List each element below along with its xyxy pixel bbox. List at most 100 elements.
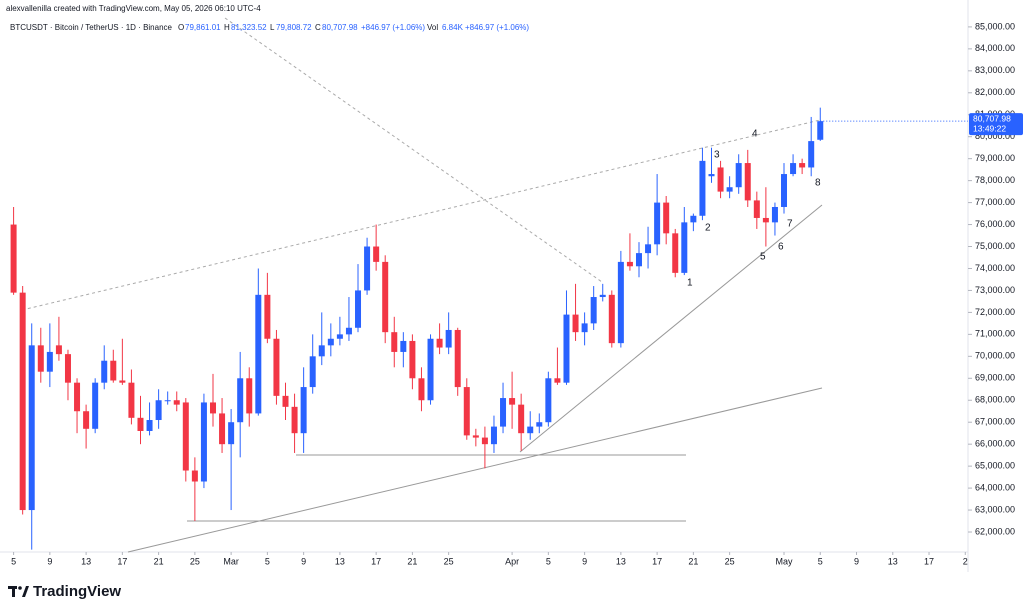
x-tick-label: 5 xyxy=(818,556,823,566)
y-tick-label: 68,000.00 xyxy=(975,395,1015,405)
annotations: 1 2 3 4 5 6 7 8 xyxy=(687,129,821,289)
candle-body xyxy=(771,206,778,223)
ohlc-value: 79,861.01 xyxy=(185,23,221,32)
candle-body xyxy=(237,378,244,423)
ohlc-value: 81,323.52 xyxy=(231,23,267,32)
candle-body xyxy=(400,340,407,352)
countdown: 13:49:22 xyxy=(973,123,1006,133)
x-tick-label: 9 xyxy=(47,556,52,566)
y-tick-label: 83,000.00 xyxy=(975,65,1015,75)
candle-body xyxy=(626,261,633,267)
candle-body xyxy=(101,360,108,383)
candle-body xyxy=(10,224,17,293)
y-tick-label: 63,000.00 xyxy=(975,504,1015,514)
x-tick-label: 17 xyxy=(652,556,662,566)
candle-body xyxy=(309,356,316,388)
last-price-label: 80,707.98 xyxy=(973,113,1011,123)
x-tick-label: Apr xyxy=(505,556,519,566)
candle-body xyxy=(490,426,497,445)
candle-body xyxy=(209,402,216,414)
x-tick-label: 5 xyxy=(546,556,551,566)
change: +846.97 (+1.06%) xyxy=(361,23,425,32)
candle-body xyxy=(219,413,226,445)
candle-body xyxy=(790,163,797,175)
candle-body xyxy=(454,329,461,388)
x-tick-label: 5 xyxy=(265,556,270,566)
y-tick-label: 78,000.00 xyxy=(975,175,1015,185)
x-tick-label: 21 xyxy=(688,556,698,566)
logo-shape xyxy=(22,586,29,597)
x-tick-label: 9 xyxy=(854,556,859,566)
y-tick-label: 66,000.00 xyxy=(975,439,1015,449)
y-tick-label: 65,000.00 xyxy=(975,461,1015,471)
candle-body xyxy=(599,294,606,298)
candle-body xyxy=(382,261,389,333)
candle-body xyxy=(273,338,280,396)
symbol: BTCUSDT · Bitcoin / TetherUS · 1D · Bina… xyxy=(10,23,173,32)
x-tick-label: 5 xyxy=(11,556,16,566)
y-tick-label: 77,000.00 xyxy=(975,197,1015,207)
annotation: 6 xyxy=(778,242,784,253)
candle-body xyxy=(463,387,470,436)
x-tick-label: 17 xyxy=(371,556,381,566)
ohlc-key: L xyxy=(270,23,275,32)
y-tick-label: 62,000.00 xyxy=(975,526,1015,536)
candle-body xyxy=(536,422,543,427)
candle-body xyxy=(654,202,661,245)
last-price-tag xyxy=(969,113,1023,136)
candle-body xyxy=(110,360,117,381)
candle-body xyxy=(37,345,44,372)
candle-body xyxy=(146,420,153,431)
x-tick-label: 25 xyxy=(725,556,735,566)
candle-body xyxy=(481,437,488,445)
candle-body xyxy=(355,290,362,328)
candle-body xyxy=(590,297,597,324)
candle-body xyxy=(336,334,343,339)
candle-body xyxy=(246,378,253,414)
logo-text: TradingView xyxy=(33,583,121,600)
candle-body xyxy=(191,470,198,482)
candle-body xyxy=(717,167,724,192)
candle-body xyxy=(318,345,325,357)
candle-body xyxy=(581,323,588,333)
candle-body xyxy=(391,332,398,352)
x-tick-label: May xyxy=(775,556,793,566)
annotation: 2 xyxy=(705,223,711,234)
ohlc-value: 80,707.98 xyxy=(322,23,358,32)
candle-body xyxy=(282,395,289,407)
candle-body xyxy=(762,217,769,223)
candle-body xyxy=(200,402,207,482)
dashed-trendline xyxy=(21,119,821,311)
x-tick-label: 17 xyxy=(924,556,934,566)
candle-body xyxy=(155,400,162,421)
candle-body xyxy=(545,378,552,423)
x-tick-label: 25 xyxy=(444,556,454,566)
logo-shape xyxy=(18,586,22,590)
candle-body xyxy=(690,215,697,223)
y-tick-label: 84,000.00 xyxy=(975,43,1015,53)
vol: 6.84K xyxy=(442,23,464,32)
y-tick-label: 67,000.00 xyxy=(975,417,1015,427)
x-tick-label: 13 xyxy=(335,556,345,566)
y-tick-label: 85,000.00 xyxy=(975,21,1015,31)
candle-body xyxy=(291,406,298,434)
candle-body xyxy=(255,294,262,414)
candle-body xyxy=(563,314,570,383)
annotation: 3 xyxy=(714,150,720,161)
dashed-trendline xyxy=(224,17,603,283)
y-tick-label: 69,000.00 xyxy=(975,373,1015,383)
candle-body xyxy=(92,382,99,429)
candle-body xyxy=(645,244,652,254)
candle-body xyxy=(500,398,507,427)
candle-body xyxy=(744,163,751,201)
candle-body xyxy=(364,246,371,291)
candle-body xyxy=(554,378,561,383)
candle-body xyxy=(128,382,135,418)
annotation: 4 xyxy=(752,129,758,140)
candles xyxy=(10,107,824,550)
candle-body xyxy=(137,417,144,431)
candle-body xyxy=(753,200,760,218)
y-tick-label: 79,000.00 xyxy=(975,153,1015,163)
